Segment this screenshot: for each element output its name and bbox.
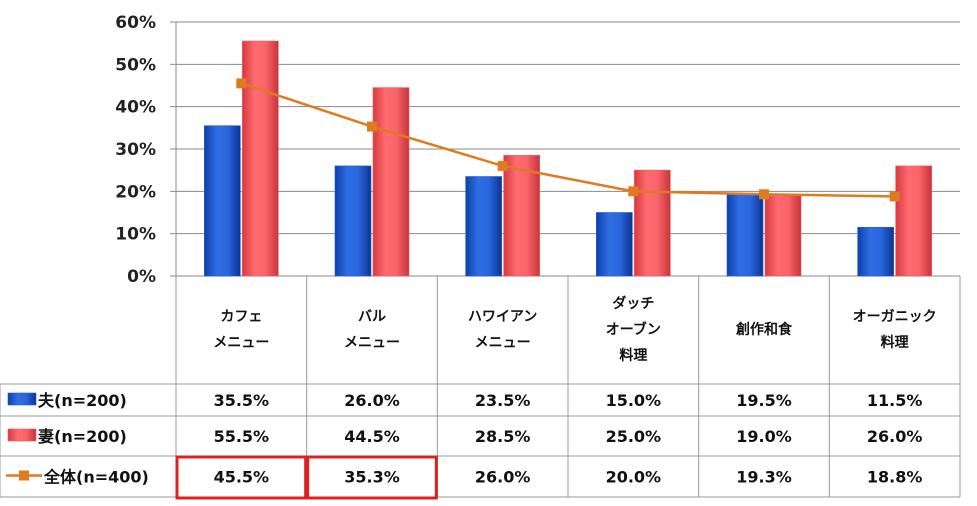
category-label: メニュー	[475, 335, 531, 351]
y-tick-label: 50%	[115, 55, 156, 75]
data-label: 18.8%	[867, 468, 923, 487]
category-label: 料理	[619, 347, 647, 364]
data-label: 28.5%	[475, 427, 531, 446]
category-label: ダッチ	[612, 295, 654, 312]
bar	[596, 212, 633, 277]
total-point	[497, 160, 508, 171]
category-label: メニュー	[213, 335, 269, 351]
data-label: 15.0%	[606, 391, 662, 410]
highlight-boxes	[175, 455, 438, 500]
bar	[503, 155, 540, 277]
data-label: 23.5%	[475, 391, 531, 410]
legend-label: 夫(n=200)	[38, 391, 127, 410]
bar	[764, 195, 802, 277]
bars	[204, 40, 932, 277]
legend-swatch	[7, 428, 37, 442]
data-label: 25.0%	[606, 427, 662, 446]
data-label: 35.3%	[344, 468, 400, 487]
legend-swatch	[7, 392, 37, 406]
total-point	[236, 78, 247, 89]
bar	[726, 193, 764, 277]
bar	[372, 87, 410, 277]
total-point	[759, 189, 769, 200]
gridlines	[170, 21, 960, 277]
data-label: 11.5%	[867, 391, 923, 410]
bar	[204, 125, 241, 277]
data-label: 19.3%	[736, 468, 792, 487]
highlight-box	[175, 455, 308, 500]
category-label: バル	[358, 309, 386, 325]
category-label: ハワイアン	[468, 309, 537, 325]
data-label: 20.0%	[606, 468, 662, 487]
y-tick-label: 30%	[115, 140, 156, 160]
y-tick-label: 10%	[115, 225, 156, 245]
total-point	[367, 121, 377, 132]
data-label: 19.0%	[736, 427, 792, 446]
data-table	[0, 276, 961, 498]
highlight-box	[306, 455, 438, 500]
data-label: 19.5%	[736, 391, 792, 410]
data-label: 26.0%	[867, 427, 923, 446]
data-label: 35.5%	[214, 391, 270, 410]
data-label: 26.0%	[475, 468, 531, 487]
y-axis-ticks: 0% 10% 20% 30% 40% 50% 60%	[115, 13, 156, 287]
data-table-cells: 35.5% 26.0% 23.5% 15.0% 19.5% 11.5% 55.5% 44.5%…	[214, 391, 923, 487]
data-label: 26.0%	[344, 391, 400, 410]
legend-label: 妻(n=200)	[38, 427, 127, 446]
y-tick-label: 20%	[115, 182, 156, 202]
y-tick-label: 60%	[115, 13, 156, 33]
legend: 夫(n=200) 妻(n=200) 全体(n=400)	[6, 391, 149, 487]
y-tick-label: 40%	[115, 98, 156, 118]
bar	[857, 227, 894, 277]
total-point	[628, 186, 639, 197]
bar	[465, 176, 502, 277]
bar	[895, 165, 932, 277]
total-series-line	[240, 82, 895, 198]
category-label: オーブン	[606, 321, 661, 338]
category-label: メニュー	[344, 335, 400, 351]
y-tick-label: 0%	[127, 267, 156, 287]
legend-label: 全体(n=400)	[43, 468, 149, 487]
bar	[242, 40, 279, 277]
category-label: 創作和食	[735, 321, 793, 338]
data-label: 44.5%	[344, 427, 400, 446]
category-label: カフェ	[220, 309, 262, 325]
category-label: オーガニック	[853, 309, 937, 325]
total-point	[889, 191, 900, 202]
legend-swatch-marker	[19, 470, 29, 481]
total-line	[236, 78, 900, 202]
category-label: 料理	[881, 334, 909, 351]
data-label: 55.5%	[214, 427, 270, 446]
bar	[334, 165, 372, 277]
data-label: 45.5%	[214, 468, 270, 487]
bar	[634, 169, 671, 277]
